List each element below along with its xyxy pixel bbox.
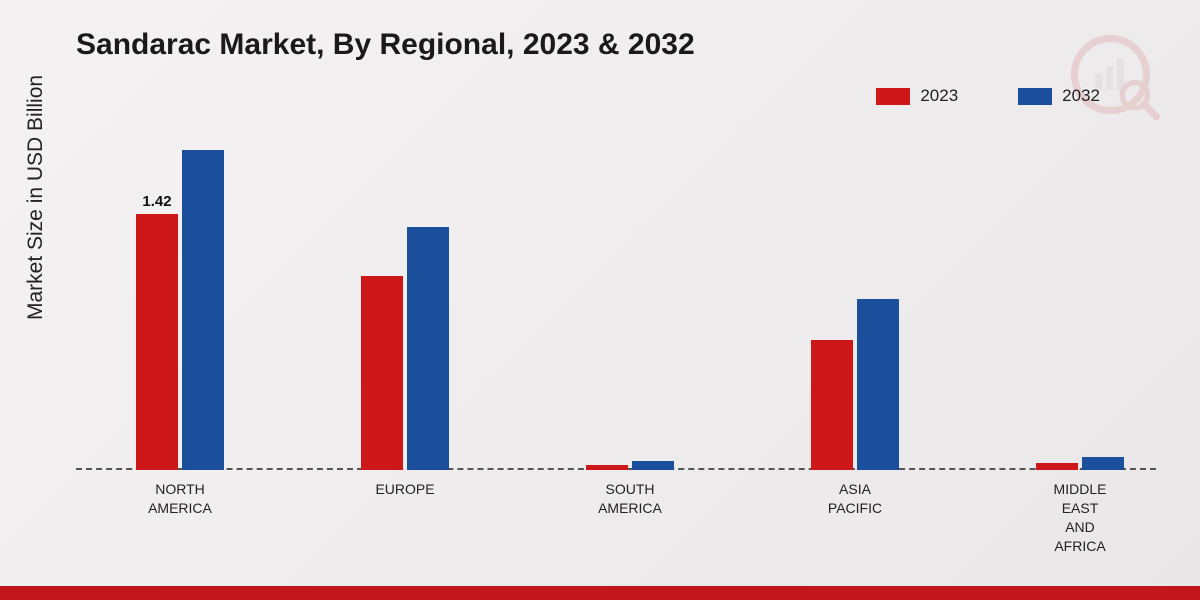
bar-group: 1.42 xyxy=(136,150,224,470)
x-axis-labels: NORTH AMERICA EUROPE SOUTH AMERICA ASIA PAC… xyxy=(76,480,1156,570)
bar-2032 xyxy=(182,150,224,470)
bar-2032 xyxy=(407,227,449,470)
legend-item-2032: 2032 xyxy=(1018,86,1100,106)
x-tick-label: EUROPE xyxy=(345,480,465,499)
logo-bar-2 xyxy=(1106,66,1113,89)
bar-2023 xyxy=(1036,463,1078,470)
x-tick-label: ASIA PACIFIC xyxy=(795,480,915,518)
x-tick-label: NORTH AMERICA xyxy=(120,480,240,518)
legend: 2023 2032 xyxy=(876,86,1100,106)
bar-group xyxy=(586,461,674,470)
y-axis-label: Market Size in USD Billion xyxy=(24,75,48,320)
x-tick-label: SOUTH AMERICA xyxy=(570,480,690,518)
x-tick-label: MIDDLE EAST AND AFRICA xyxy=(1020,480,1140,556)
bar-2023 xyxy=(586,465,628,470)
legend-swatch-2032 xyxy=(1018,88,1052,105)
bar-2023 xyxy=(811,340,853,470)
bar-value-label: 1.42 xyxy=(142,193,171,210)
legend-item-2023: 2023 xyxy=(876,86,958,106)
legend-label-2032: 2032 xyxy=(1062,86,1100,106)
chart-container: Sandarac Market, By Regional, 2023 & 203… xyxy=(0,0,1200,600)
chart-title: Sandarac Market, By Regional, 2023 & 203… xyxy=(76,28,695,62)
bar-group xyxy=(811,299,899,470)
legend-swatch-2023 xyxy=(876,88,910,105)
bar-group xyxy=(1036,457,1124,470)
plot-area: 1.42 xyxy=(76,110,1156,470)
bar-2032 xyxy=(1082,457,1124,470)
bar-2023 xyxy=(361,276,403,470)
bar-group xyxy=(361,227,449,470)
footer-accent-bar xyxy=(0,586,1200,600)
legend-label-2023: 2023 xyxy=(920,86,958,106)
bar-2032 xyxy=(857,299,899,470)
logo-bar-3 xyxy=(1117,59,1124,90)
bar-2032 xyxy=(632,461,674,470)
bar-2023: 1.42 xyxy=(136,214,178,470)
